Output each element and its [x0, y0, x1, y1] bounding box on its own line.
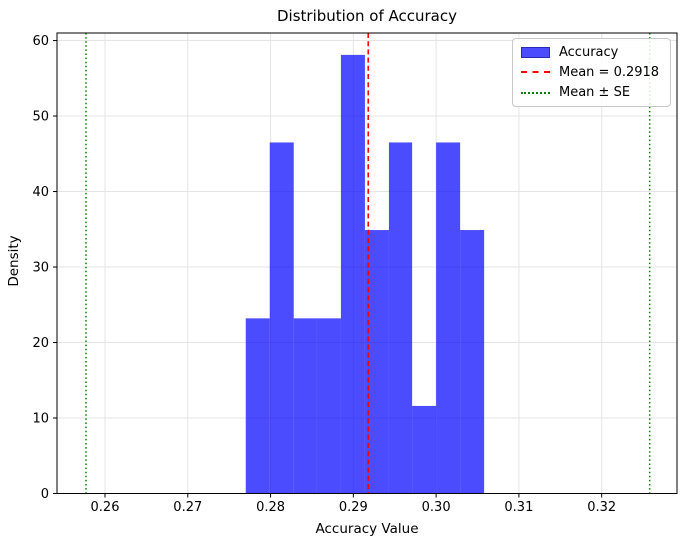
plot-border [56, 32, 678, 494]
y-axis-ticks: 0 10 20 30 40 50 60 [32, 34, 57, 502]
y-tick-label: 50 [32, 110, 49, 125]
histogram-bars [245, 54, 485, 494]
x-axis-label: Accuracy Value [315, 521, 419, 537]
y-tick-label: 60 [32, 34, 49, 49]
histogram-bar [340, 54, 365, 494]
x-tick-label: 0.32 [587, 500, 616, 515]
y-tick-label: 10 [32, 412, 49, 427]
legend-item-se: Mean ± SE [521, 85, 662, 100]
chart-title: Distribution of Accuracy [277, 7, 457, 25]
x-tick-label: 0.26 [91, 500, 120, 515]
histogram-bar [436, 142, 461, 494]
y-tick-label: 40 [32, 185, 49, 200]
histogram-bar [460, 230, 485, 494]
x-tick-label: 0.31 [504, 500, 533, 515]
y-tick-label: 30 [32, 261, 49, 276]
x-tick-label: 0.30 [422, 500, 451, 515]
histogram-bar [388, 142, 413, 494]
legend-label-se: Mean ± SE [559, 85, 631, 101]
legend-label-accuracy: Accuracy [559, 44, 619, 60]
x-tick-label: 0.29 [339, 500, 368, 515]
x-axis-ticks: 0.26 0.27 0.28 0.29 0.30 0.31 0.32 [91, 493, 616, 515]
legend-item-accuracy: Accuracy [521, 45, 662, 60]
histogram-bar [293, 318, 317, 494]
se-dotted-line-icon [521, 91, 550, 94]
x-tick-label: 0.28 [256, 500, 285, 515]
legend-label-mean: Mean = 0.2918 [559, 64, 660, 80]
legend-item-mean: Mean = 0.2918 [521, 65, 662, 80]
y-axis-label: Density [6, 235, 22, 287]
x-tick-label: 0.27 [173, 500, 202, 515]
legend: Accuracy Mean = 0.2918 Mean ± SE [512, 38, 671, 107]
y-tick-label: 20 [32, 336, 49, 351]
accuracy-patch-icon [521, 46, 550, 58]
histogram-bar [316, 318, 341, 494]
histogram-bar [245, 318, 270, 494]
y-tick-label: 0 [41, 487, 49, 502]
histogram-bar [269, 142, 294, 494]
mean-dashed-line-icon [521, 71, 550, 74]
histogram-bar [412, 405, 437, 494]
